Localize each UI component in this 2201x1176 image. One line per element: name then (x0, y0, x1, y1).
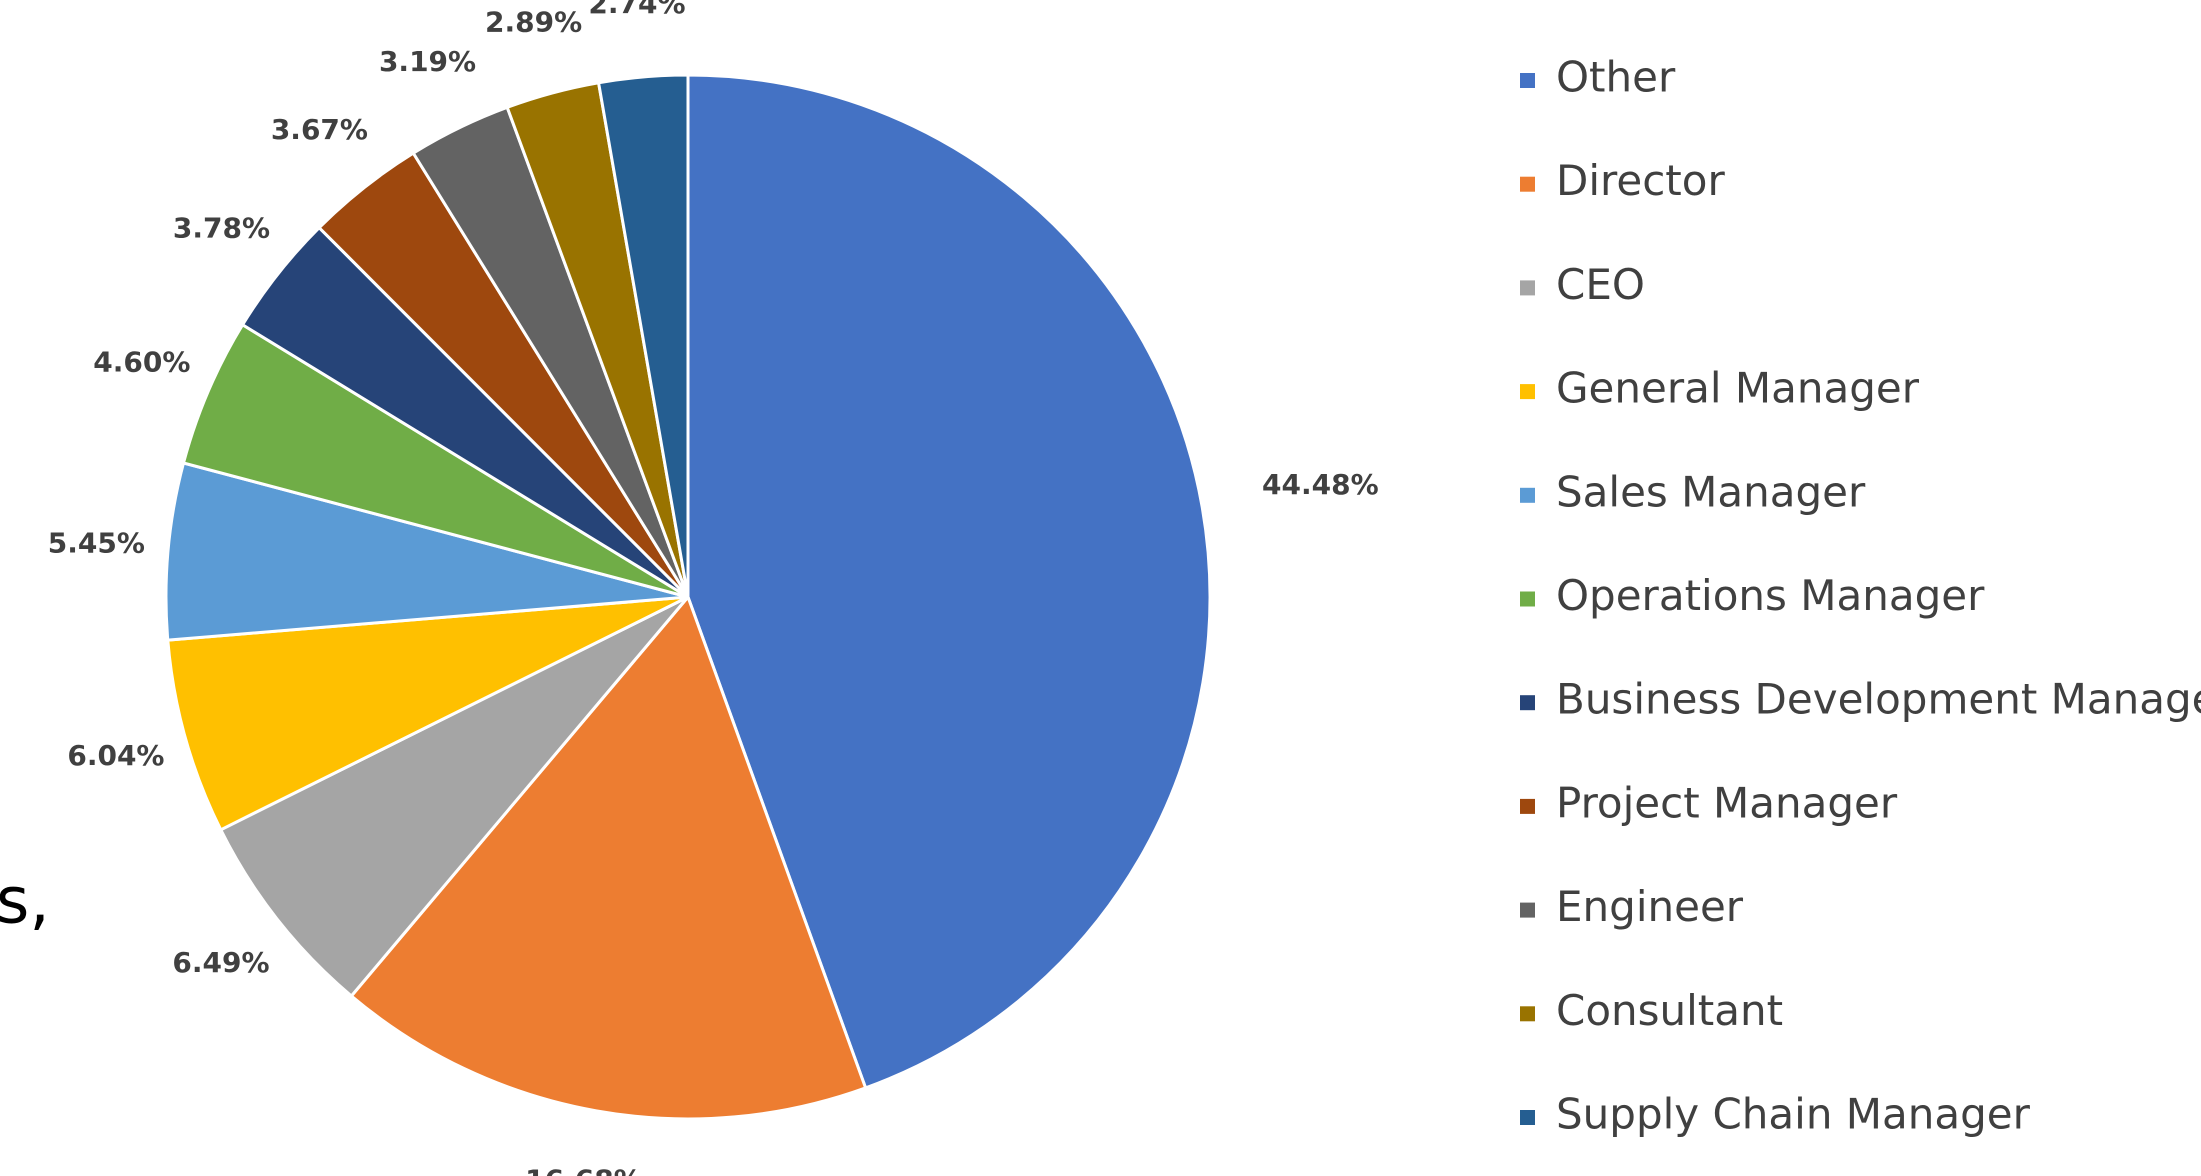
pie-slice (596, 73, 690, 598)
legend-swatch (1520, 73, 1535, 88)
pie-slice (349, 594, 868, 1121)
legend-swatch (1520, 798, 1535, 814)
data-label: 6.49% (172, 946, 269, 979)
pie-slice (218, 595, 690, 999)
legend-swatch (1520, 1006, 1535, 1022)
data-label: 16.68% (525, 1164, 642, 1176)
data-label: 3.19% (379, 45, 476, 78)
pie-slice (686, 73, 1212, 1090)
pie-slice (164, 461, 689, 642)
legend-label: CEO (1556, 260, 1645, 309)
legend-swatch (1520, 902, 1535, 918)
pie-slice (166, 595, 689, 832)
legend-swatch (1520, 176, 1535, 192)
legend-label: Director (1556, 156, 1725, 205)
data-label: 4.60% (93, 345, 190, 378)
legend-swatch (1520, 384, 1535, 400)
legend-label: Supply Chain Manager (1556, 1090, 2031, 1139)
legend-label: Sales Manager (1556, 467, 1866, 516)
legend-label: Project Manager (1556, 778, 1898, 827)
data-label: 2.89% (485, 5, 582, 38)
legend-label: General Manager (1556, 364, 1920, 413)
legend-swatch (1520, 695, 1535, 711)
legend-swatch (1520, 487, 1535, 503)
legend-label: Operations Manager (1556, 571, 1985, 620)
legend-label: Other (1556, 53, 1676, 102)
data-label: 44.48% (1262, 468, 1379, 501)
data-label: 3.78% (173, 211, 270, 244)
legend-swatch (1520, 591, 1535, 607)
legend-swatch (1520, 280, 1535, 296)
data-label: 3.67% (271, 113, 368, 146)
cut-off-text: s, (0, 865, 50, 939)
legend-label: Engineer (1556, 882, 1744, 931)
data-label: 5.45% (48, 527, 145, 560)
data-label: 2.74% (588, 0, 685, 20)
data-label: 6.04% (67, 739, 164, 772)
legend-swatch (1520, 1110, 1535, 1125)
legend-label: Business Development Manager (1556, 675, 2201, 724)
legend-label: Consultant (1556, 986, 1783, 1035)
